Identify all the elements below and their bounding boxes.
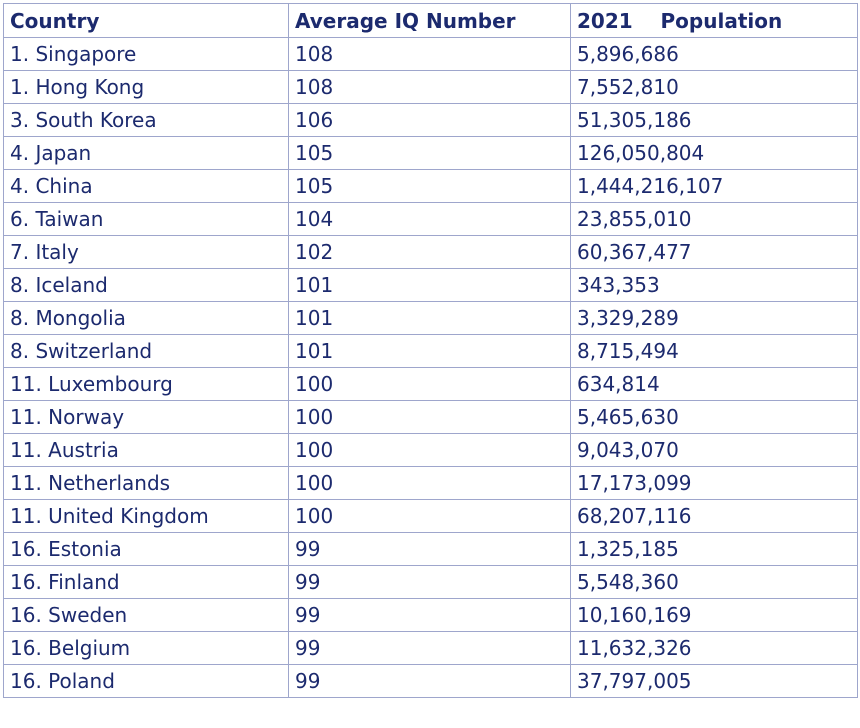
table-cell: 5,896,686: [570, 37, 858, 71]
table-cell: 11. United Kingdom: [3, 499, 289, 533]
table-row: 11. Netherlands 100 17,173,099: [3, 466, 858, 500]
table-cell: 17,173,099: [570, 466, 858, 500]
table-cell: 105: [288, 136, 571, 170]
table-cell: 8,715,494: [570, 334, 858, 368]
table-cell: 100: [288, 400, 571, 434]
header-cell: 2021 Population: [570, 3, 858, 38]
table-cell: 100: [288, 367, 571, 401]
table-cell: 5,548,360: [570, 565, 858, 599]
table-cell: 99: [288, 565, 571, 599]
table-cell: 634,814: [570, 367, 858, 401]
iq-table: Country Average IQ Number 2021 Population …: [3, 3, 858, 698]
table-row: 8. Mongolia 101 3,329,289: [3, 301, 858, 335]
table-cell: 37,797,005: [570, 664, 858, 698]
table-cell: 51,305,186: [570, 103, 858, 137]
table-cell: 11. Netherlands: [3, 466, 289, 500]
table-cell: 23,855,010: [570, 202, 858, 236]
table-row: 7. Italy 102 60,367,477: [3, 235, 858, 269]
table-row: 1. Singapore 108 5,896,686: [3, 37, 858, 71]
table-row: 16. Estonia 99 1,325,185: [3, 532, 858, 566]
table-cell: 16. Belgium: [3, 631, 289, 665]
table-cell: 99: [288, 664, 571, 698]
table-cell: 1. Hong Kong: [3, 70, 289, 104]
table-cell: 99: [288, 598, 571, 632]
table-cell: 99: [288, 631, 571, 665]
header-cell: Country: [3, 3, 289, 38]
table-row: 8. Switzerland 101 8,715,494: [3, 334, 858, 368]
table-row: 11. Luxembourg 100 634,814: [3, 367, 858, 401]
table-row: 11. United Kingdom 100 68,207,116: [3, 499, 858, 533]
table-cell: 104: [288, 202, 571, 236]
header-cell: Average IQ Number: [288, 3, 571, 38]
table-cell: 11. Austria: [3, 433, 289, 467]
table-cell: 5,465,630: [570, 400, 858, 434]
table-cell: 8. Mongolia: [3, 301, 289, 335]
table-row: 3. South Korea 106 51,305,186: [3, 103, 858, 137]
table-cell: 4. China: [3, 169, 289, 203]
table-cell: 11,632,326: [570, 631, 858, 665]
table-cell: 7. Italy: [3, 235, 289, 269]
table-cell: 6. Taiwan: [3, 202, 289, 236]
table-cell: 1,444,216,107: [570, 169, 858, 203]
table-cell: 101: [288, 334, 571, 368]
table-cell: 100: [288, 499, 571, 533]
table-cell: 68,207,116: [570, 499, 858, 533]
table-cell: 108: [288, 37, 571, 71]
table-row: 11. Austria 100 9,043,070: [3, 433, 858, 467]
table-cell: 11. Norway: [3, 400, 289, 434]
table-cell: 108: [288, 70, 571, 104]
table-cell: 105: [288, 169, 571, 203]
table-cell: 100: [288, 433, 571, 467]
table-cell: 9,043,070: [570, 433, 858, 467]
table-cell: 101: [288, 268, 571, 302]
table-cell: 126,050,804: [570, 136, 858, 170]
table-row: 6. Taiwan 104 23,855,010: [3, 202, 858, 236]
table-cell: 3,329,289: [570, 301, 858, 335]
table-cell: 1,325,185: [570, 532, 858, 566]
table-row: 4. China 105 1,444,216,107: [3, 169, 858, 203]
table-row: 8. Iceland 101 343,353: [3, 268, 858, 302]
table-cell: 3. South Korea: [3, 103, 289, 137]
table-row: 1. Hong Kong 108 7,552,810: [3, 70, 858, 104]
table-cell: 102: [288, 235, 571, 269]
table-cell: 7,552,810: [570, 70, 858, 104]
table-cell: 60,367,477: [570, 235, 858, 269]
table-cell: 8. Switzerland: [3, 334, 289, 368]
table-cell: 16. Finland: [3, 565, 289, 599]
table-cell: 4. Japan: [3, 136, 289, 170]
table-row: 16. Sweden 99 10,160,169: [3, 598, 858, 632]
table-cell: 343,353: [570, 268, 858, 302]
table-row: 16. Belgium 99 11,632,326: [3, 631, 858, 665]
table-cell: 16. Sweden: [3, 598, 289, 632]
table-cell: 106: [288, 103, 571, 137]
table-cell: 101: [288, 301, 571, 335]
table-cell: 99: [288, 532, 571, 566]
table-cell: 1. Singapore: [3, 37, 289, 71]
table-cell: 100: [288, 466, 571, 500]
table-cell: 11. Luxembourg: [3, 367, 289, 401]
table-cell: 16. Poland: [3, 664, 289, 698]
table-row: 16. Poland 99 37,797,005: [3, 664, 858, 698]
table-cell: 10,160,169: [570, 598, 858, 632]
page: Country Average IQ Number 2021 Population …: [0, 3, 860, 728]
header-row: Country Average IQ Number 2021 Population: [3, 3, 858, 38]
table-row: 4. Japan 105 126,050,804: [3, 136, 858, 170]
table-cell: 8. Iceland: [3, 268, 289, 302]
table-body: 1. Singapore 108 5,896,686 1. Hong Kong 108 7…: [3, 37, 858, 698]
table-row: 11. Norway 100 5,465,630: [3, 400, 858, 434]
table-cell: 16. Estonia: [3, 532, 289, 566]
table-row: 16. Finland 99 5,548,360: [3, 565, 858, 599]
